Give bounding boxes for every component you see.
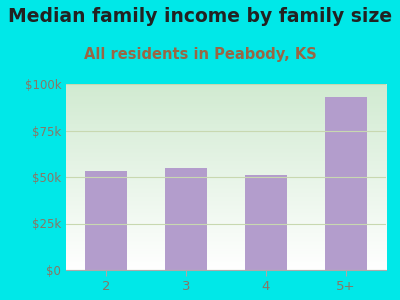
Bar [165,168,207,270]
Bar [245,175,287,270]
Bar [325,97,367,270]
Text: All residents in Peabody, KS: All residents in Peabody, KS [84,46,316,62]
Text: Median family income by family size: Median family income by family size [8,8,392,26]
Bar [85,171,127,270]
